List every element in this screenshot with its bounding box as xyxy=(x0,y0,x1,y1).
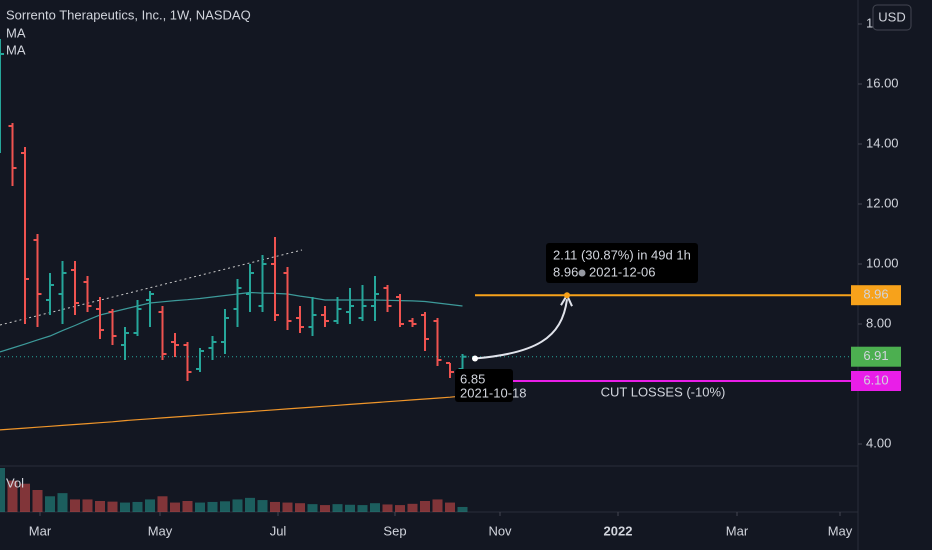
volume-bar xyxy=(382,504,393,512)
volume-bar xyxy=(370,503,380,512)
ma-line xyxy=(0,395,463,431)
start-point xyxy=(472,355,478,362)
x-tick-label: Nov xyxy=(488,523,512,538)
volume-bar xyxy=(395,505,405,512)
volume-bar xyxy=(182,501,193,512)
x-tick-label: 2022 xyxy=(604,523,633,538)
volume-bar xyxy=(257,500,268,512)
y-tick-label: 14.00 xyxy=(866,135,899,150)
volume-bar xyxy=(282,502,293,512)
volume-bar xyxy=(457,506,468,512)
y-tick-label: 4.00 xyxy=(866,435,891,450)
volume-bar xyxy=(420,501,430,512)
volume-bar xyxy=(320,505,330,512)
volume-bar xyxy=(0,468,5,512)
legend-ma: MA xyxy=(6,25,26,40)
volume-bar xyxy=(445,502,455,512)
volume-bar xyxy=(357,505,368,512)
volume-bar xyxy=(45,496,55,512)
volume-bar xyxy=(120,502,130,512)
volume-bar xyxy=(32,490,43,512)
volume-bar xyxy=(82,499,93,512)
currency-button[interactable] xyxy=(872,4,912,31)
level-box xyxy=(851,371,901,391)
volume-bar xyxy=(57,493,68,512)
volume-bar xyxy=(345,504,355,512)
volume-bar xyxy=(20,483,30,512)
volume-bar xyxy=(70,499,80,512)
volume-bar xyxy=(157,496,168,512)
level-label: 6.10 xyxy=(863,372,888,387)
volume-bar xyxy=(407,503,418,512)
x-tick-label: Mar xyxy=(29,523,52,538)
volume-bar xyxy=(220,501,230,512)
volume-bar xyxy=(332,504,343,512)
volume-bar xyxy=(270,501,280,512)
projection-arrow xyxy=(474,299,568,360)
start-price: 6.85 xyxy=(460,371,485,386)
x-tick-label: Sep xyxy=(383,523,406,538)
volume-bar xyxy=(95,501,105,512)
volume-bar xyxy=(170,502,180,512)
legend-ma: MA xyxy=(6,42,26,57)
level-box xyxy=(851,285,901,306)
x-tick-label: May xyxy=(148,523,173,538)
volume-bar xyxy=(307,504,318,512)
volume-bar xyxy=(107,501,118,512)
chart-title: Sorrento Therapeutics, Inc., 1W, NASDAQ xyxy=(6,7,251,22)
y-tick-label: 12.00 xyxy=(866,195,899,210)
volume-bar xyxy=(245,497,255,512)
projection-date: 2021-12-06 xyxy=(589,264,656,279)
volume-bar xyxy=(232,499,243,512)
clock-icon xyxy=(578,269,586,277)
start-box xyxy=(455,369,513,402)
projection-label: 2.11 (30.87%) in 49d 1h xyxy=(553,247,691,262)
volume-bar xyxy=(132,501,143,512)
y-tick-label: 8.00 xyxy=(866,315,891,330)
x-tick-label: May xyxy=(828,523,853,538)
volume-bar xyxy=(145,499,155,512)
y-tick-label: 16.00 xyxy=(866,75,899,90)
last-price-label: 6.91 xyxy=(863,348,888,363)
end-point xyxy=(564,292,570,299)
ma-line xyxy=(0,291,463,353)
start-date: 2021-10-18 xyxy=(460,385,527,400)
volume-bar xyxy=(7,480,18,512)
projection-price: 8.96 xyxy=(553,264,578,279)
x-tick-label: Jul xyxy=(270,523,287,538)
y-tick-label: 10.00 xyxy=(866,255,899,270)
volume-bar xyxy=(432,499,443,512)
level-label: 8.96 xyxy=(863,287,888,302)
level-text: CUT LOSSES (-10%) xyxy=(601,384,726,399)
volume-bar xyxy=(195,502,205,512)
volume-bar xyxy=(207,501,218,512)
volume-label: Vol xyxy=(6,475,24,490)
last-price-box xyxy=(851,346,901,367)
currency[interactable]: USD xyxy=(878,9,905,24)
x-tick-label: Mar xyxy=(726,523,749,538)
volume-bar xyxy=(295,503,305,512)
